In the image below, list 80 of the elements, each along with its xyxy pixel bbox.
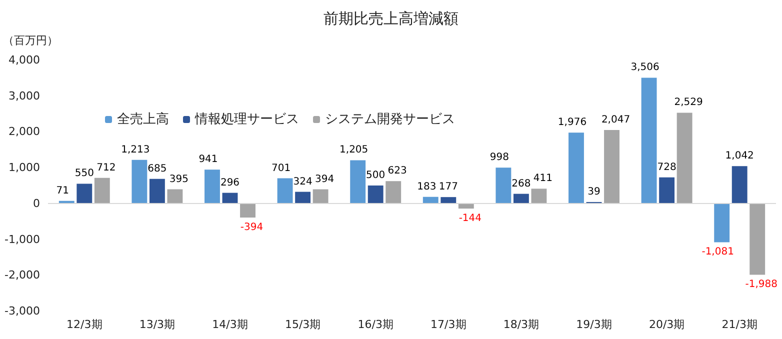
bar [222,192,238,204]
data-label: 685 [148,163,167,174]
bar [676,112,692,204]
x-tick-label: 16/3期 [358,318,394,331]
data-label: 712 [96,162,116,174]
x-tick-label: 18/3期 [503,318,540,331]
bar [76,184,92,204]
y-tick-label: 4,000 [8,54,40,66]
legend-label: 情報処理サービス [194,112,299,127]
bar [568,132,584,204]
bar [149,178,165,204]
bar [422,196,438,204]
x-tick-label: 20/3期 [648,318,685,331]
bar [641,78,657,204]
data-label: 177 [438,182,458,193]
bar [513,194,529,204]
x-tick-label: 13/3期 [139,318,176,331]
bar [350,160,366,204]
y-tick-label: 0 [33,196,40,210]
x-tick-label: 12/3期 [66,318,102,331]
data-label: 39 [588,186,600,198]
data-label: -1,081 [702,246,734,258]
data-label: 1,976 [558,117,587,128]
data-label: 1,213 [121,144,150,156]
bar [604,130,620,204]
y-axis-title: （百万円） [3,34,58,47]
data-label: 394 [315,174,334,185]
data-label: -394 [240,222,264,234]
bar [312,189,328,204]
y-tick-label: 2,000 [8,125,40,138]
bar [277,178,293,204]
bar [240,203,256,218]
bar [732,166,748,204]
data-label: 183 [417,181,436,192]
bar [368,186,384,204]
data-label: 395 [169,174,189,185]
x-tick-label: 21/3期 [722,318,758,331]
data-label: 2,529 [674,97,703,108]
data-label: 550 [74,168,94,180]
legend-label: 全売上高 [117,111,169,127]
bar [440,197,456,204]
x-tick-label: 19/3期 [576,318,612,331]
data-label: 2,047 [601,114,630,126]
data-label: 728 [657,162,676,173]
legend-label: システム開発サービス [325,112,455,127]
x-tick-label: 17/3期 [430,318,466,331]
x-tick-label: 14/3期 [212,318,248,331]
bar [386,181,402,204]
data-label: 3,506 [630,62,660,74]
y-tick-label: -2,000 [4,268,40,282]
data-label: 500 [366,170,386,181]
bar [132,160,148,204]
chart-title: 前期比売上高増減額 [324,10,458,28]
data-label: -144 [458,213,482,224]
bar [204,170,220,204]
data-label: 623 [388,166,407,177]
data-label: 701 [271,162,291,174]
bar [94,178,110,204]
y-tick-label: -3,000 [4,304,40,318]
y-tick-label: 3,000 [8,89,40,102]
bar [531,188,547,204]
data-label: 998 [490,152,509,164]
bar [659,177,675,204]
data-label: 1,042 [725,150,754,162]
data-label: 941 [198,154,218,166]
bar [295,192,311,204]
data-label: 71 [56,185,70,196]
data-label: 411 [533,173,553,184]
data-label: -1,988 [745,279,778,290]
bar [167,189,183,204]
data-label: 1,205 [340,144,368,156]
data-label: 268 [512,178,531,190]
x-tick-label: 15/3期 [284,318,321,331]
data-label: 296 [220,177,240,188]
bar [496,168,512,204]
bar [750,203,766,275]
bar [714,203,730,242]
y-tick-label: -1,000 [4,232,40,246]
y-tick-label: 1,000 [8,161,40,174]
data-label: 324 [293,176,312,188]
